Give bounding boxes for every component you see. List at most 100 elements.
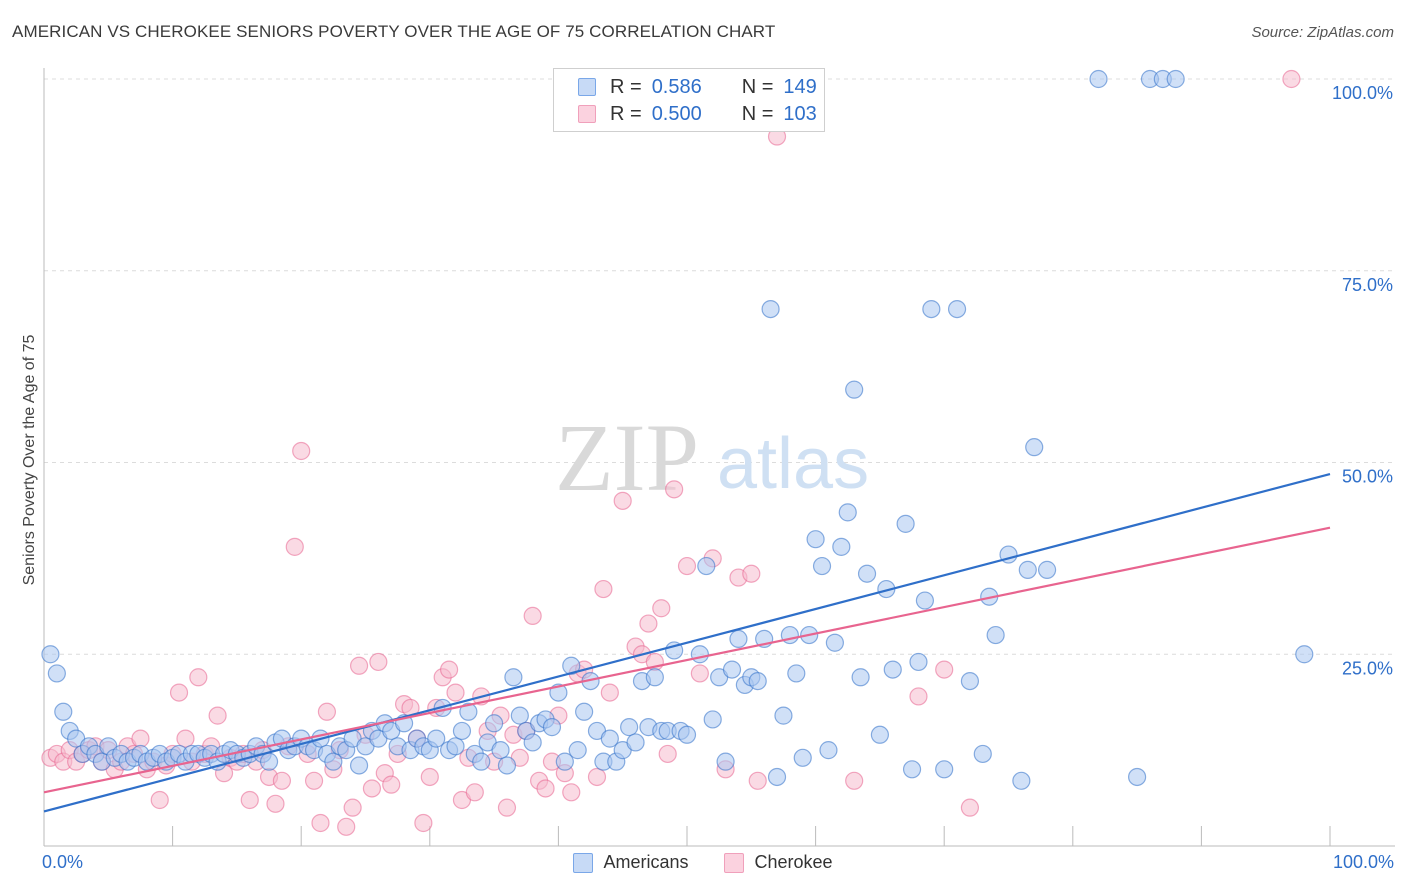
americans-point: [600, 729, 619, 748]
americans-point: [459, 702, 478, 721]
americans-point: [626, 733, 645, 752]
legend-n-label: N =: [741, 102, 774, 125]
americans-point: [915, 591, 935, 610]
americans-point: [485, 714, 504, 733]
cherokee-point: [304, 771, 324, 790]
americans-point: [922, 300, 941, 319]
americans-n-value: 149: [783, 75, 817, 98]
cherokee-point: [1282, 69, 1301, 89]
cherokee-point: [677, 556, 697, 576]
americans-trend-line: [43, 472, 1331, 813]
legend-row-americans: R = 0.586 N = 149: [578, 74, 817, 100]
cherokee-point: [382, 775, 401, 794]
cherokee-point: [292, 441, 311, 461]
cherokee-point: [446, 683, 465, 702]
cherokee-r-value: 0.500: [651, 102, 702, 125]
legend-n-label: N =: [741, 75, 774, 98]
cherokee-point: [439, 660, 459, 679]
axes: [43, 68, 1395, 847]
americans-point: [504, 668, 523, 687]
trend-lines: [43, 472, 1331, 813]
americans-point: [722, 660, 742, 679]
cherokee-point: [562, 783, 581, 802]
correlation-legend: R = 0.586 N = 149 R = 0.500 N = 103: [553, 68, 825, 132]
cherokee-point: [690, 664, 709, 683]
cherokee-point: [169, 683, 189, 702]
cherokee-point: [414, 813, 433, 833]
y-tick-label: 75.0%: [1342, 275, 1393, 295]
cherokee-point: [909, 687, 928, 706]
cherokee-point: [845, 771, 864, 790]
cherokee-point: [189, 668, 208, 687]
watermark-atlas: atlas: [717, 424, 869, 504]
americans-point: [787, 664, 806, 683]
legend-r-label: R =: [610, 102, 642, 125]
cherokee-point: [639, 614, 658, 633]
americans-legend-swatch: [573, 852, 594, 873]
americans-point: [427, 729, 446, 748]
americans-point: [716, 752, 735, 771]
americans-point: [857, 564, 877, 583]
americans-point: [1295, 645, 1314, 664]
legend-r-label: R =: [610, 75, 642, 98]
americans-point: [645, 668, 664, 687]
americans-point: [697, 556, 716, 576]
cherokee-point: [240, 790, 259, 810]
americans-point: [825, 633, 844, 652]
series-legend: Americans Cherokee: [0, 852, 1406, 873]
cherokee-legend-label: Cherokee: [754, 852, 833, 872]
legend-item-americans[interactable]: Americans: [573, 852, 688, 873]
americans-point: [41, 645, 60, 664]
americans-point: [510, 706, 529, 725]
americans-point: [523, 733, 542, 752]
americans-point: [851, 668, 870, 687]
americans-point: [838, 503, 857, 522]
cherokee-point: [742, 564, 761, 583]
chart-title: AMERICAN VS CHEROKEE SENIORS POVERTY OVE…: [12, 22, 776, 41]
cherokee-point: [652, 599, 671, 618]
americans-point: [575, 702, 594, 721]
americans-point: [1037, 560, 1057, 579]
americans-point: [748, 671, 767, 691]
y-tick-label: 50.0%: [1342, 467, 1393, 487]
americans-point: [349, 756, 369, 775]
americans-point: [986, 625, 1005, 645]
americans-point: [947, 300, 967, 319]
cherokee-point: [131, 729, 150, 748]
americans-point: [845, 380, 864, 399]
legend-row-cherokee: R = 0.500 N = 103: [578, 101, 817, 127]
americans-point: [896, 514, 915, 533]
cherokee-point: [613, 491, 632, 510]
americans-point: [555, 752, 574, 771]
americans-point: [497, 756, 517, 775]
americans-point: [883, 660, 902, 679]
americans-point: [806, 530, 825, 549]
watermark: ZIP atlas: [555, 404, 869, 511]
cherokee-point: [343, 798, 362, 817]
y-tick-label: 100.0%: [1332, 83, 1393, 103]
americans-point: [767, 767, 787, 787]
cherokee-point: [362, 779, 382, 798]
americans-point: [1025, 438, 1044, 457]
cherokee-n-value: 103: [783, 102, 817, 125]
americans-r-value: 0.586: [651, 75, 702, 98]
americans-point: [1012, 771, 1031, 790]
cherokee-point: [285, 537, 304, 556]
cherokee-point: [497, 798, 517, 817]
americans-point: [1127, 767, 1147, 787]
cherokee-point: [208, 706, 227, 725]
legend-item-cherokee[interactable]: Cherokee: [724, 852, 833, 873]
grid-lines: [44, 78, 1395, 655]
y-tick-labels: 25.0% 50.0% 75.0% 100.0%: [1332, 83, 1393, 678]
americans-point: [1166, 69, 1185, 89]
americans-point: [703, 710, 722, 729]
cherokee-point: [935, 660, 954, 679]
cherokee-point: [536, 779, 555, 798]
cherokee-point: [317, 702, 337, 721]
americans-point: [909, 652, 928, 672]
americans-point: [819, 741, 838, 760]
americans-point: [870, 725, 890, 744]
americans-point: [935, 760, 954, 779]
americans-legend-label: Americans: [603, 852, 689, 872]
